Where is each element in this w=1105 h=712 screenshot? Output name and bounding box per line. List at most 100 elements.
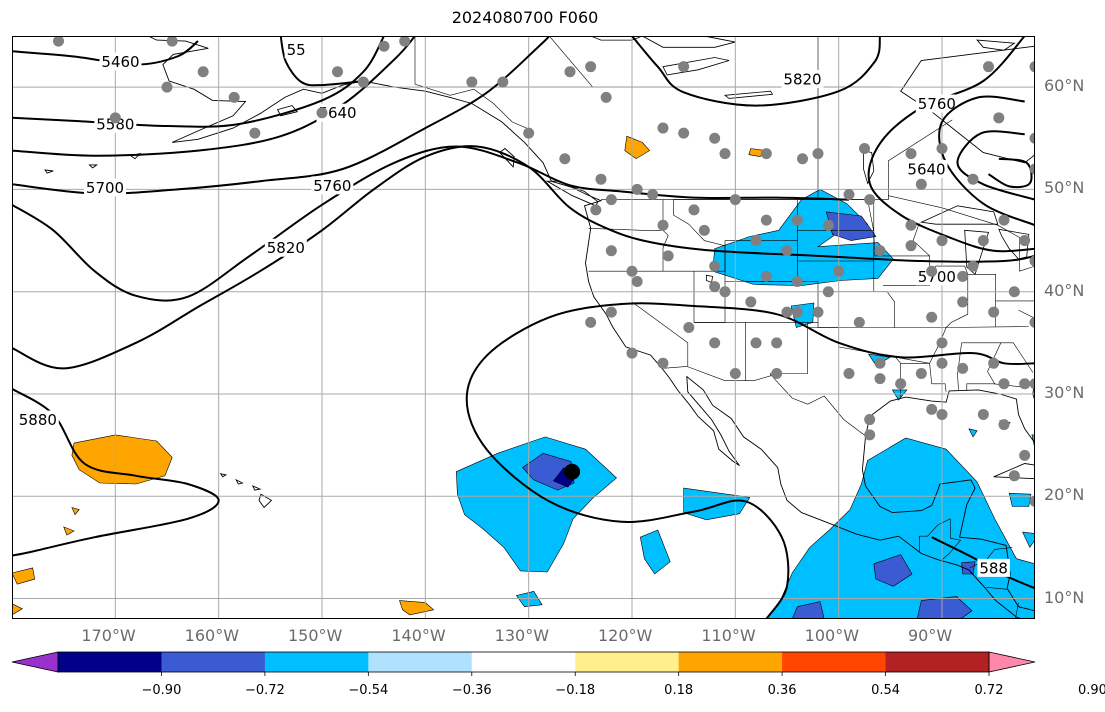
lake-great-slave-lake bbox=[662, 57, 730, 76]
border-us-state-24 bbox=[961, 342, 1002, 391]
station-dot bbox=[957, 270, 969, 282]
contour-label-bg bbox=[977, 558, 1010, 577]
station-dot bbox=[967, 173, 979, 185]
contour-label: 5460 bbox=[101, 53, 139, 71]
station-dot bbox=[109, 112, 121, 124]
station-dot bbox=[791, 306, 803, 318]
vort-region bbox=[624, 135, 651, 160]
contour-line bbox=[938, 95, 1035, 227]
vort-region bbox=[63, 526, 75, 536]
station-dot bbox=[771, 368, 783, 380]
station-dot bbox=[750, 337, 762, 349]
vort-region bbox=[12, 567, 36, 585]
vort-region bbox=[1008, 492, 1032, 507]
station-dot bbox=[1029, 255, 1035, 267]
vort-region bbox=[891, 389, 908, 401]
border-canada-north-1 bbox=[549, 36, 593, 88]
station-dot bbox=[874, 357, 886, 369]
map-title: 2024080700 F060 bbox=[451, 8, 599, 27]
station-dot bbox=[822, 219, 834, 231]
vort-region bbox=[515, 591, 543, 608]
contour-label: 5820 bbox=[783, 70, 821, 88]
station-dot bbox=[378, 40, 390, 52]
station-dot bbox=[926, 311, 938, 323]
station-dot bbox=[998, 214, 1010, 226]
station-dot bbox=[1019, 378, 1031, 390]
vort-region bbox=[71, 507, 80, 516]
contour-label: 5760 bbox=[918, 95, 956, 113]
coastline-cuba bbox=[993, 463, 1035, 480]
station-dot bbox=[993, 112, 1005, 124]
vort-region bbox=[791, 601, 825, 619]
station-dot bbox=[791, 275, 803, 287]
border-us-state-4 bbox=[663, 199, 726, 272]
colorbar-extend-high bbox=[988, 651, 1036, 673]
border-us-mexico bbox=[661, 366, 866, 437]
station-dot bbox=[719, 286, 731, 298]
colorbar-tick-label: −0.54 bbox=[348, 683, 389, 698]
longitude-label: 90°W bbox=[908, 626, 953, 645]
station-dot bbox=[750, 235, 762, 247]
station-dot bbox=[926, 403, 938, 415]
station-dot bbox=[926, 265, 938, 277]
station-dot bbox=[957, 296, 969, 308]
longitude-label: 150°W bbox=[288, 626, 343, 645]
station-dot bbox=[745, 296, 757, 308]
contour-label: 5640 bbox=[318, 104, 356, 122]
station-dot bbox=[936, 235, 948, 247]
colorbar-segment bbox=[161, 652, 266, 672]
longitude-label: 120°W bbox=[598, 626, 653, 645]
border-us-state-16 bbox=[867, 199, 930, 286]
station-dot bbox=[657, 219, 669, 231]
station-dot bbox=[688, 204, 700, 216]
vort-region bbox=[71, 434, 173, 485]
graticule bbox=[12, 36, 1035, 619]
colorbar-segment bbox=[885, 652, 990, 672]
station-dot bbox=[631, 183, 643, 195]
longitude-label: 140°W bbox=[391, 626, 446, 645]
station-dot bbox=[590, 204, 602, 216]
colorbar-tick-label: −0.72 bbox=[244, 683, 285, 698]
border-guatemala-honduras bbox=[940, 537, 962, 561]
station-dot bbox=[1008, 286, 1020, 298]
colorbar-tick-label: −0.18 bbox=[555, 683, 596, 698]
contour-label: 5820 bbox=[267, 239, 305, 257]
station-dot bbox=[822, 286, 834, 298]
border-nicaragua-costa-rica bbox=[986, 587, 1008, 590]
land-aleutian-2 bbox=[89, 164, 97, 168]
station-dot bbox=[709, 132, 721, 144]
border-us-state-25 bbox=[1000, 342, 1034, 373]
station-dot bbox=[797, 153, 808, 165]
vort-region bbox=[12, 603, 23, 616]
border-us-state-10 bbox=[770, 322, 809, 376]
station-dot bbox=[936, 357, 948, 369]
station-dot bbox=[915, 178, 927, 190]
station-dot bbox=[812, 306, 824, 318]
station-dot bbox=[781, 245, 793, 257]
station-dot bbox=[843, 368, 855, 380]
latitude-label: 30°N bbox=[1044, 382, 1085, 402]
station-dot bbox=[600, 91, 612, 103]
longitude-label: 110°W bbox=[701, 626, 756, 645]
colorbar-segment bbox=[368, 652, 473, 672]
station-dot bbox=[859, 143, 870, 155]
contour-label: 5760 bbox=[313, 177, 351, 195]
station-dot bbox=[249, 127, 261, 139]
station-dot bbox=[936, 337, 948, 349]
latitude-label: 20°N bbox=[1044, 485, 1085, 505]
station-dot bbox=[1029, 132, 1035, 144]
latitude-label: 10°N bbox=[1044, 587, 1085, 607]
coastline-southampton-island bbox=[976, 39, 1016, 51]
contour-label: 5880 bbox=[19, 411, 57, 429]
border-us-state-9 bbox=[745, 281, 819, 323]
station-dot bbox=[957, 362, 969, 374]
station-dot bbox=[466, 76, 478, 88]
station-dot bbox=[988, 306, 1000, 318]
station-dot bbox=[228, 91, 240, 103]
contour-line bbox=[12, 145, 1035, 370]
station-dot bbox=[1029, 316, 1035, 328]
contour-line bbox=[956, 130, 1035, 201]
station-dot bbox=[864, 414, 876, 426]
vort-region bbox=[968, 428, 978, 438]
